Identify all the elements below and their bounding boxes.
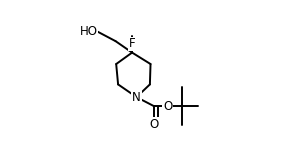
Text: O: O xyxy=(163,100,172,112)
Text: HO: HO xyxy=(79,25,97,38)
Text: N: N xyxy=(132,91,141,104)
Text: O: O xyxy=(149,118,158,131)
Text: F: F xyxy=(129,37,135,50)
